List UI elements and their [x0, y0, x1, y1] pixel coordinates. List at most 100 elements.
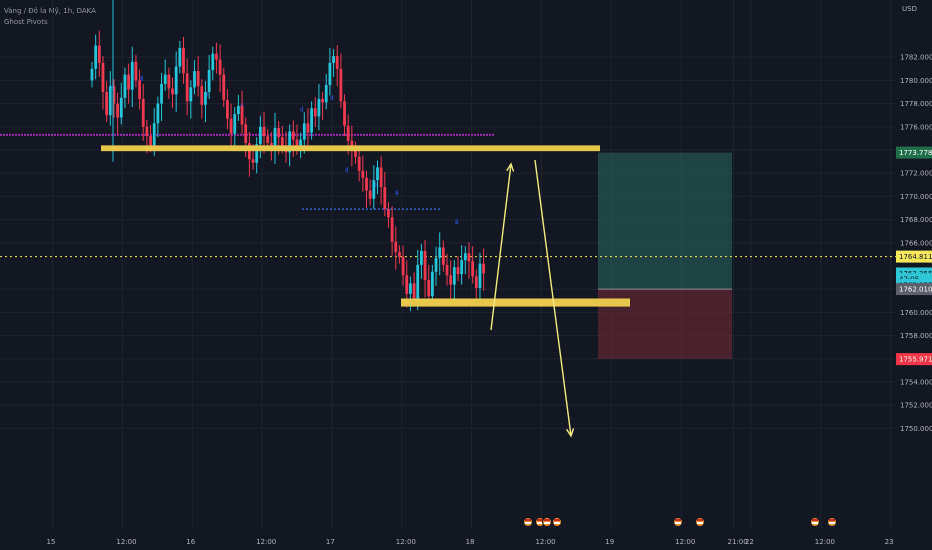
candle-body: [394, 241, 398, 253]
time-tick-label: 15: [47, 538, 56, 546]
candle-body: [390, 217, 394, 242]
pivot-mark: d: [330, 95, 334, 102]
time-tick-label: 17: [326, 538, 335, 546]
candle-body: [134, 61, 138, 81]
indicator-title[interactable]: Ghost Pivots: [4, 18, 48, 26]
candle-body: [478, 263, 482, 289]
flag-stripe: [697, 519, 703, 521]
candle-body: [449, 275, 453, 285]
economic-events: [523, 517, 837, 527]
candle-body: [138, 80, 141, 99]
pivot-mark: 8: [395, 190, 399, 197]
flag-stripe: [675, 522, 681, 524]
candle-body: [123, 74, 127, 98]
candle-body: [339, 68, 343, 102]
candle-body: [105, 92, 109, 116]
candle-body: [310, 108, 313, 133]
candle-body: [204, 92, 207, 105]
candle-body: [178, 47, 182, 67]
candle-body: [189, 87, 193, 102]
price-tick-label: 1754.000: [900, 379, 932, 387]
candle-body: [258, 126, 262, 145]
candle-body: [119, 97, 123, 118]
price-tick-label: 1776.000: [900, 123, 932, 131]
candle-body: [343, 101, 346, 126]
candle-body: [383, 187, 387, 210]
candle-body: [174, 66, 178, 95]
time-tick-label: 12:00: [815, 538, 835, 546]
candle-body: [441, 247, 445, 265]
down-arrow[interactable]: [534, 159, 572, 437]
flag-stripe: [829, 519, 835, 521]
candle-body: [445, 264, 449, 276]
time-tick-label: 12:00: [116, 538, 136, 546]
symbol-title[interactable]: Vàng / Đô la Mỹ, 1h, DAKA: [4, 7, 96, 15]
candle-body: [167, 74, 171, 89]
sl-price-label-bg: [896, 353, 932, 366]
current-price-label: 1764.811: [899, 253, 932, 261]
time-axis-bg: [0, 530, 932, 550]
current-price-label-bg: [896, 250, 932, 263]
candle-body: [240, 105, 244, 125]
candle-body: [409, 283, 412, 294]
flag-stripe: [525, 522, 531, 524]
candle-body: [255, 144, 259, 163]
candle-body: [251, 159, 255, 163]
time-axis: 15 12:00 16 12:00 17 12:00 18 12:00 19 12:00 21:00…: [0, 530, 932, 550]
candle-body: [196, 71, 200, 87]
price-tick-label: 1778.000: [900, 100, 932, 108]
candle-body: [280, 137, 284, 147]
flag-stripe: [544, 519, 550, 521]
flag-stripe: [812, 522, 818, 524]
up-arrow[interactable]: [490, 163, 512, 331]
candle-body: [233, 114, 237, 134]
candle-body: [313, 108, 317, 117]
candle-body: [321, 98, 324, 103]
candle-body: [277, 127, 281, 138]
candle-body: [452, 267, 456, 285]
candle-body: [324, 85, 328, 103]
pivot-mark: 8: [205, 92, 209, 99]
candle-body: [398, 252, 401, 257]
candle-body: [328, 63, 332, 86]
support-zone: [401, 298, 630, 307]
candle-body: [302, 123, 306, 140]
candle-body: [163, 74, 167, 84]
candle-body: [420, 250, 423, 265]
candle-body: [171, 88, 174, 95]
candle-body: [262, 126, 266, 137]
flag-stripe: [537, 519, 543, 521]
entry-price-label-bg: [896, 283, 932, 296]
sl-price-label: 1755.971: [899, 356, 932, 364]
candle-body: [361, 170, 365, 178]
candle-body: [332, 56, 335, 63]
flag-stripe: [554, 519, 560, 521]
candle-body: [237, 105, 240, 115]
pivot-mark: d: [300, 107, 304, 114]
candle-body: [346, 125, 350, 141]
pivot-mark: d: [345, 167, 349, 174]
price-tick-label: 1780.000: [900, 77, 932, 85]
flag-stripe: [554, 522, 560, 524]
time-tick-label: 12:00: [535, 538, 555, 546]
candle-body: [127, 74, 130, 90]
candle-body: [145, 126, 149, 137]
candle-body: [185, 73, 189, 102]
candle-body: [182, 47, 185, 74]
support-resistance-zones: [101, 145, 630, 307]
time-tick-label: 12:00: [675, 538, 695, 546]
time-tick-label: 18: [466, 538, 475, 546]
projection-arrows: [490, 159, 575, 438]
time-tick-label: 16: [186, 538, 195, 546]
price-tick-label: 1760.000: [900, 309, 932, 317]
candle-body: [200, 86, 204, 105]
price-tick-label: 1752.000: [900, 402, 932, 410]
candle-body: [97, 45, 101, 63]
candle-body: [335, 56, 339, 69]
resistance-zone: [101, 145, 600, 152]
flag-stripe: [537, 522, 543, 524]
candle-body: [288, 131, 292, 153]
down-arrow-head: [566, 428, 575, 438]
candle-body: [357, 156, 361, 171]
